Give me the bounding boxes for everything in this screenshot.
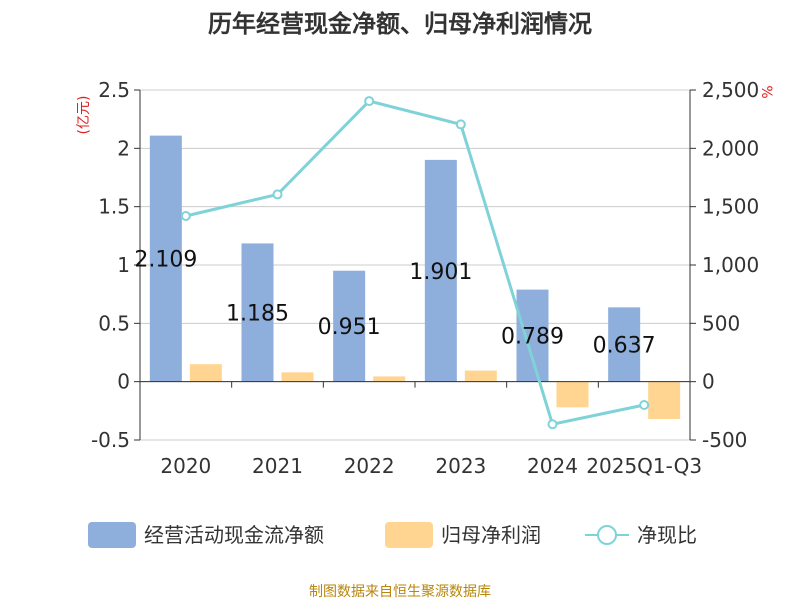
x-tick-label: 2022	[344, 454, 395, 478]
right-tick-label: 2,000	[702, 136, 759, 160]
net-profit-bar	[648, 381, 681, 419]
cashflow-data-label: 0.789	[501, 325, 564, 350]
right-tick-label: 1,000	[702, 253, 759, 277]
net-profit-bar	[189, 364, 222, 382]
left-tick-label: 1.5	[98, 195, 130, 219]
ratio-line-path	[185, 99, 645, 426]
ratio-point	[639, 400, 650, 410]
cashflow-bar	[333, 270, 366, 382]
ratio-point	[180, 211, 191, 221]
right-tick-label: 0	[702, 370, 715, 394]
cashflow-bar	[149, 135, 182, 382]
left-tick-label: 2.5	[98, 78, 130, 102]
data-labels: 2.109 1.185 0.951 1.901 0.789 0.637	[134, 248, 655, 359]
ratio-line	[180, 96, 650, 430]
left-tick-label: 1	[117, 253, 130, 277]
chart-title: 历年经营现金净额、归母净利润情况	[208, 10, 592, 38]
right-axis-unit: %	[758, 85, 774, 98]
cashflow-bar	[608, 307, 641, 382]
right-tick-label: 2,500	[702, 78, 759, 102]
ratio-point	[272, 189, 283, 200]
left-tick-label: -0.5	[91, 428, 130, 452]
tick-labels: 2.5 2 1.5 1 0.5 0 -0.5 2,500 2,000 1,500 1,000 500 0…	[91, 78, 759, 478]
left-axis-unit: (亿元)	[76, 96, 92, 135]
legend-label: 净现比	[637, 523, 697, 547]
axes	[134, 89, 696, 441]
x-tick-label: 2023	[435, 454, 486, 478]
cashflow-data-label: 0.951	[318, 315, 381, 340]
legend-label: 经营活动现金流净额	[144, 523, 324, 547]
left-tick-label: 0	[117, 370, 130, 394]
bars	[149, 135, 681, 419]
x-tick-label: 2024	[527, 454, 578, 478]
cashflow-data-label: 0.637	[593, 334, 656, 359]
cashflow-bar	[241, 243, 274, 382]
source-note: 制图数据来自恒生聚源数据库	[309, 584, 491, 600]
legend-label: 归母净利润	[441, 523, 541, 547]
right-tick-label: 1,500	[702, 195, 759, 219]
net-profit-bar	[281, 372, 314, 382]
legend-swatch-cashflow	[88, 522, 136, 548]
ratio-point	[364, 96, 375, 107]
net-profit-bar	[464, 370, 497, 382]
net-profit-bar	[556, 381, 589, 408]
x-tick-label: 2021	[252, 454, 303, 478]
legend: 经营活动现金流净额 归母净利润 净现比	[88, 522, 697, 548]
cashflow-bar	[516, 289, 549, 382]
net-profit-bar	[373, 376, 406, 382]
ratio-point	[455, 119, 466, 130]
cashflow-data-label: 1.901	[409, 260, 472, 285]
cashflow-data-label: 1.185	[226, 302, 289, 327]
legend-swatch-ratio-point	[597, 525, 617, 545]
left-tick-label: 2	[117, 136, 130, 160]
x-tick-label: 2020	[160, 454, 211, 478]
right-tick-label: 500	[702, 311, 740, 335]
cashflow-bar	[424, 159, 457, 382]
left-tick-label: 0.5	[98, 311, 130, 335]
cashflow-data-label: 2.109	[134, 248, 197, 273]
right-tick-label: -500	[702, 428, 747, 452]
legend-swatch-net-profit	[385, 522, 433, 548]
x-tick-label: 2025Q1-Q3	[586, 454, 702, 478]
ratio-point	[547, 419, 558, 430]
